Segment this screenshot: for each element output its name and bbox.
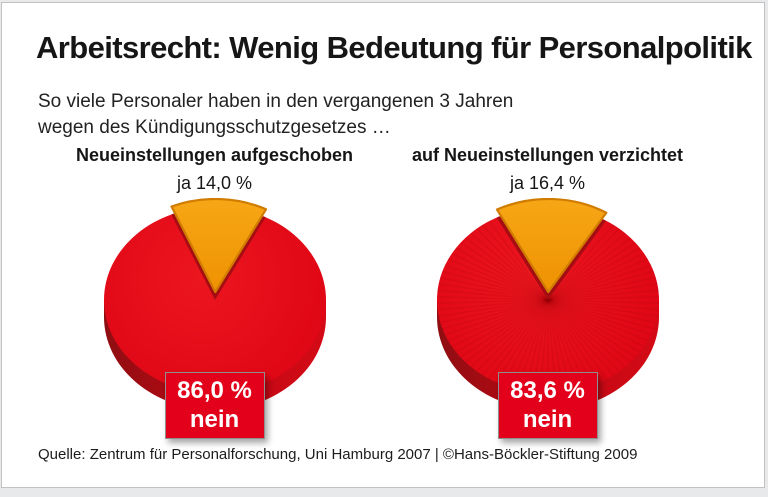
chart-subtitle: So viele Personaler haben in den vergang… bbox=[38, 89, 728, 141]
pie-chart-verzichtet bbox=[423, 197, 673, 443]
pie-chart-aufgeschoben bbox=[90, 197, 340, 443]
pie-section-inner: auf Neueinstellungen verzichtet ja 16,4 … bbox=[357, 145, 738, 439]
pie-chart-wrap-verzichtet: 83,6 % nein bbox=[423, 197, 673, 439]
pie-section-inner: Neueinstellungen aufgeschoben ja 14,0 % … bbox=[24, 145, 405, 439]
nein-share-word: nein bbox=[522, 406, 573, 433]
pie-section-verzichtet: auf Neueinstellungen verzichtet ja 16,4 … bbox=[383, 145, 764, 439]
subtitle-line-1: So viele Personaler haben in den vergang… bbox=[38, 91, 514, 112]
pie-section-aufgeschoben: Neueinstellungen aufgeschoben ja 14,0 % … bbox=[2, 145, 383, 439]
pie-title-verzichtet: auf Neueinstellungen verzichtet bbox=[411, 145, 684, 165]
page-title: Arbeitsrecht: Wenig Bedeutung für Person… bbox=[36, 30, 752, 65]
nein-share-box-aufgeschoben: 86,0 % nein bbox=[164, 372, 265, 439]
nein-share-word: nein bbox=[189, 406, 240, 433]
infographic-card: Arbeitsrecht: Wenig Bedeutung für Person… bbox=[1, 2, 765, 488]
nein-share-value: 83,6 % bbox=[510, 377, 585, 404]
ja-share-label-aufgeschoben: ja 14,0 % bbox=[176, 173, 253, 193]
pie-chart-wrap-aufgeschoben: 86,0 % nein bbox=[90, 197, 340, 439]
nein-share-value: 86,0 % bbox=[177, 377, 252, 404]
nein-share-box-verzichtet: 83,6 % nein bbox=[497, 372, 598, 439]
charts-row: Neueinstellungen aufgeschoben ja 14,0 % … bbox=[2, 145, 764, 439]
pie-title-aufgeschoben: Neueinstellungen aufgeschoben bbox=[75, 145, 354, 165]
source-line: Quelle: Zentrum für Personalforschung, U… bbox=[38, 446, 638, 463]
ja-share-label-verzichtet: ja 16,4 % bbox=[509, 173, 586, 193]
subtitle-line-2: wegen des Kündigungsschutzgesetzes … bbox=[38, 117, 391, 138]
